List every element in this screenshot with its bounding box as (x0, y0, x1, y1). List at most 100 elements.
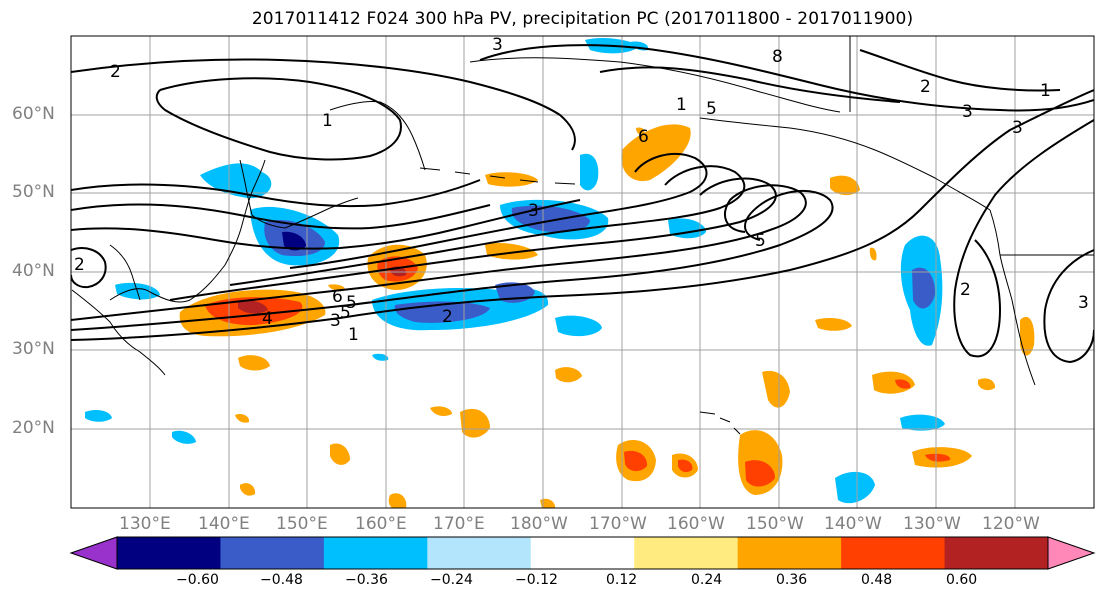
lon-label: 130°E (119, 514, 171, 534)
colorbar-segments (117, 537, 1049, 569)
pos-anomaly-japan-center (238, 300, 268, 314)
pv-contour-high-lat-2 (155, 77, 402, 161)
pos-anomaly-coast-sw (815, 318, 852, 331)
lon-label: 150°W (746, 514, 804, 534)
lon-label: 150°E (276, 514, 328, 534)
lon-label: 120°W (982, 514, 1040, 534)
pv-label: 3 (492, 35, 503, 55)
coast-alaska (469, 57, 841, 113)
pos-anomaly-south-8 (240, 483, 256, 496)
colorbar-tick-label: 0.60 (946, 572, 978, 588)
neg-anomaly-west-small-3 (172, 430, 196, 444)
coast-china (71, 289, 166, 376)
pv-contour-6 (289, 153, 708, 269)
neg-anomaly-west-small-2 (85, 410, 112, 422)
pv-contour-3 (71, 184, 807, 321)
pv-label: 5 (346, 293, 357, 313)
pos-anomaly-south-9 (388, 493, 407, 508)
pv-contour-west-loop (71, 247, 107, 289)
lon-label: 160°E (355, 514, 407, 534)
pos-anomaly-hawaii-e1-core (895, 379, 911, 389)
map-frame (70, 35, 1095, 509)
lat-label: 50°N (12, 182, 55, 202)
colorbar-segment (323, 537, 428, 569)
pos-anomaly-small-3 (869, 247, 877, 261)
neg-anomaly-kuril (580, 153, 599, 191)
lat-label: 20°N (12, 418, 55, 438)
pv-contour-high-lat-1 (71, 58, 576, 151)
neg-anomaly-japan-east-center (282, 231, 306, 251)
graticule (71, 36, 1094, 508)
colorbar-tick-label: 0.48 (861, 572, 893, 588)
colorbar-tick-label: −0.24 (430, 572, 473, 588)
pv-contour-5 (229, 165, 746, 286)
pv-label: 2 (74, 255, 85, 275)
pv-contour-1 (71, 89, 1094, 341)
pos-anomaly-baja (1020, 316, 1035, 356)
pos-anomaly-south-2 (460, 408, 490, 438)
pv-contour-east-loop (1043, 249, 1094, 364)
pos-anomaly-aleutian-e (830, 175, 860, 196)
lat-label: 60°N (12, 104, 55, 124)
pv-label: 3 (330, 311, 341, 331)
pos-anomaly-south-4 (330, 443, 350, 465)
pos-anomaly-sw-3-core (678, 459, 693, 473)
colorbar-segment (634, 537, 739, 569)
lon-label: 170°W (589, 514, 647, 534)
colorbar-segment (737, 537, 842, 569)
neg-anomaly-west-coast-core (912, 267, 936, 309)
colorbar-tick-label: −0.48 (260, 572, 303, 588)
coastlines (71, 36, 1094, 435)
pv-label: 5 (340, 303, 351, 323)
pv-label: 1 (676, 95, 687, 115)
pv-contour-upper-2 (71, 203, 491, 230)
colorbar-segment (944, 537, 1049, 569)
pos-anomaly-south-3 (430, 406, 452, 416)
pos-anomaly-hawaii-n (762, 370, 790, 408)
neg-anomaly-sw-2 (835, 471, 875, 504)
lat-label: 40°N (12, 261, 55, 281)
colorbar-segment (220, 537, 325, 569)
lon-label: 170°E (433, 514, 485, 534)
pv-contour-arctic-1 (479, 44, 1094, 112)
pv-contour-2 (71, 189, 834, 331)
pos-anomaly-south-6 (555, 367, 582, 383)
colorbar (69, 536, 1096, 570)
coast-us-west (1011, 299, 1036, 386)
aleutians (419, 167, 576, 185)
colorbar-segment (841, 537, 946, 569)
pv-contour-west-coast-trough (953, 119, 1094, 358)
pv-contours (71, 44, 1094, 364)
coast-asia-japan (109, 159, 266, 303)
neg-anomaly-tiny (372, 353, 389, 361)
pv-contour-upper-3 (71, 179, 481, 208)
pv-label: 1 (322, 111, 333, 131)
pos-anomaly-small-4 (636, 127, 645, 135)
lon-label: 180°W (510, 514, 568, 534)
pos-anomaly-south-1-core (925, 453, 951, 462)
lat-label: 30°N (12, 339, 55, 359)
neg-anomaly-sw-1 (900, 414, 945, 431)
pv-contour-arctic-2 (599, 66, 901, 103)
pv-label: 3 (528, 201, 539, 221)
pv-contour-4 (169, 177, 777, 301)
coast-sakhalin-kuril (239, 159, 359, 229)
neg-anomaly-small-a (555, 315, 602, 337)
pv-label: 3 (1078, 293, 1089, 313)
pv-label: 3 (962, 102, 973, 122)
pos-anomaly-sw-2-core (624, 450, 648, 472)
lon-label: 140°E (198, 514, 250, 534)
colorbar-tick-label: −0.36 (345, 572, 388, 588)
colorbar-segment (427, 537, 532, 569)
colorbar-segment (117, 537, 221, 569)
pv-contour-arctic-3 (859, 49, 1061, 92)
coast-hawaii (699, 411, 741, 435)
colorbar-tick-label: −0.12 (515, 572, 558, 588)
pos-anomaly-sw-1-core (745, 460, 775, 487)
pv-label: 2 (442, 307, 453, 327)
neg-anomaly-dateline-core (511, 205, 590, 233)
pv-label: 3 (1012, 118, 1023, 138)
lon-label: 130°W (903, 514, 961, 534)
colorbar-outline (116, 536, 1049, 570)
